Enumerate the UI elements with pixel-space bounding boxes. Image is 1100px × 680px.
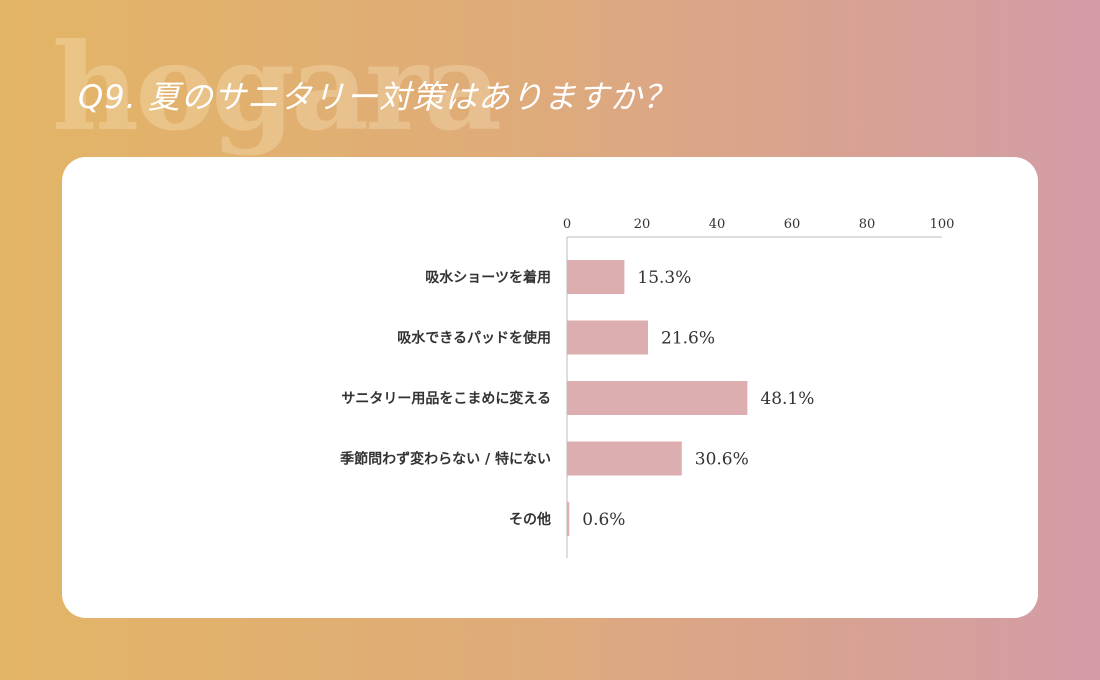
hogara-watermark-logo: hogara (52, 17, 502, 158)
category-label: その他 (509, 511, 551, 528)
x-tick-label: 20 (634, 217, 651, 232)
x-tick-label: 40 (709, 217, 726, 232)
category-label: 季節問わず変わらない / 特にない (339, 451, 551, 468)
bar (567, 260, 625, 294)
x-tick-label: 0 (563, 217, 571, 232)
page-title: Q9. 夏のサニタリー対策はありますか？ (78, 78, 676, 116)
data-label: 48.1% (760, 389, 814, 409)
bar (567, 381, 748, 415)
bar (567, 502, 570, 536)
data-label: 21.6% (661, 329, 715, 349)
data-label: 30.6% (695, 450, 749, 470)
category-label: サニタリー用品をこまめに変える (341, 390, 551, 407)
x-tick-label: 100 (930, 217, 955, 232)
bar (567, 441, 682, 476)
x-tick-label: 60 (784, 217, 801, 232)
category-label: 吸水できるパッドを使用 (397, 330, 551, 347)
x-tick-label: 80 (859, 217, 876, 232)
data-label: 15.3% (637, 268, 691, 288)
category-label: 吸水ショーツを着用 (425, 269, 551, 286)
chart-card (62, 157, 1038, 618)
bar (567, 320, 648, 355)
data-label: 0.6% (582, 510, 625, 530)
